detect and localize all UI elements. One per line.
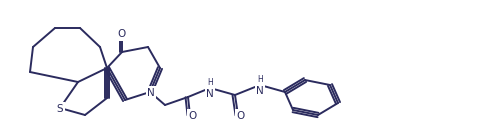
Text: H: H xyxy=(207,78,213,87)
Text: N: N xyxy=(147,88,155,98)
Text: O: O xyxy=(118,29,126,39)
Text: N: N xyxy=(206,89,214,99)
Text: H: H xyxy=(257,75,263,84)
Text: O: O xyxy=(189,111,197,121)
Text: N: N xyxy=(256,86,264,96)
Text: O: O xyxy=(237,111,245,121)
Text: S: S xyxy=(57,104,63,114)
